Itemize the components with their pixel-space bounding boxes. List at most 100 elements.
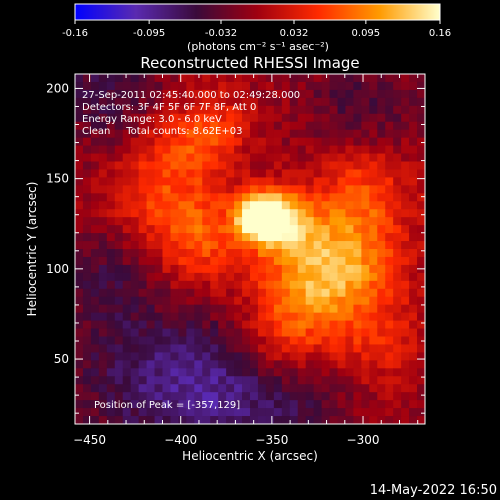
heatmap-cell [377, 74, 386, 83]
heatmap-cell [250, 344, 259, 353]
heatmap-cell [305, 344, 315, 353]
heatmap-cell [98, 392, 108, 401]
heatmap-cell [377, 177, 386, 186]
heatmap-cell [281, 312, 291, 321]
heatmap-cell [417, 408, 426, 417]
heatmap-cell [313, 97, 322, 107]
heatmap-cell [154, 352, 163, 361]
heatmap-cell [75, 280, 84, 290]
heatmap-cell [138, 161, 147, 170]
heatmap-cell [226, 161, 235, 170]
heatmap-cell [353, 209, 362, 218]
heatmap-cell [369, 161, 378, 170]
heatmap-cell [265, 209, 275, 218]
heatmap-cell [329, 129, 338, 139]
heatmap-cell [409, 121, 418, 131]
heatmap-cell [226, 89, 235, 99]
heatmap-cell [122, 328, 132, 337]
heatmap-cell [98, 352, 108, 361]
heatmap-cell [273, 360, 283, 369]
heatmap-cell [257, 400, 267, 409]
heatmap-cell [313, 209, 322, 218]
heatmap-cell [273, 113, 283, 123]
heatmap-cell [321, 264, 330, 274]
heatmap-cell [377, 137, 386, 146]
heatmap-cell [305, 145, 315, 154]
heatmap-cell [98, 312, 108, 321]
heatmap-cell [106, 177, 116, 186]
heatmap-cell [297, 113, 307, 123]
heatmap-cell [186, 296, 195, 306]
heatmap-cell [226, 344, 235, 353]
heatmap-cell [289, 217, 299, 226]
heatmap-cell [289, 416, 299, 425]
heatmap-cell [353, 74, 362, 83]
heatmap-cell [313, 288, 322, 298]
heatmap-cell [257, 376, 267, 385]
heatmap-cell [305, 233, 315, 242]
heatmap-cell [154, 233, 163, 242]
heatmap-cell [170, 193, 179, 202]
heatmap-cell [146, 169, 155, 178]
heatmap-cell [202, 241, 211, 250]
heatmap-cell [289, 264, 299, 274]
heatmap-cell [409, 81, 418, 91]
heatmap-cell [265, 217, 275, 226]
heatmap-cell [226, 256, 235, 266]
heatmap-cell [210, 288, 219, 298]
heatmap-cell [194, 312, 203, 321]
heatmap-cell [401, 344, 410, 353]
heatmap-cell [138, 225, 147, 234]
heatmap-cell [82, 185, 92, 194]
heatmap-cell [393, 408, 402, 417]
heatmap-cell [417, 129, 426, 139]
heatmap-cell [321, 193, 330, 202]
heatmap-cell [226, 360, 235, 369]
heatmap-cell [138, 304, 147, 314]
heatmap-cell [281, 304, 291, 314]
heatmap-cell [377, 81, 386, 91]
heatmap-cell [90, 225, 100, 234]
heatmap-cell [186, 161, 195, 170]
heatmap-cell [210, 217, 219, 226]
heatmap-cell [154, 376, 163, 385]
heatmap-cell [361, 352, 370, 361]
heatmap-cell [210, 185, 219, 194]
heatmap-cell [313, 217, 322, 226]
colorbar-tick-label: 0.095 [352, 28, 381, 39]
heatmap-cell [393, 233, 402, 242]
heatmap-cell [226, 113, 235, 123]
heatmap-cell [170, 177, 179, 186]
heatmap-cell [281, 161, 291, 170]
heatmap-cell [234, 201, 243, 210]
heatmap-cell [417, 376, 426, 385]
heatmap-cell [337, 217, 346, 226]
heatmap-cell [106, 264, 116, 274]
heatmap-cell [321, 209, 330, 218]
heatmap-cell [106, 233, 116, 242]
heatmap-cell [162, 392, 171, 401]
heatmap-cell [297, 177, 307, 186]
heatmap-cell [170, 233, 179, 242]
heatmap-cell [170, 249, 179, 258]
heatmap-cell [106, 121, 116, 131]
footer-date: 14-May-2022 16:50 [370, 483, 497, 498]
heatmap-cell [146, 137, 155, 146]
colorbar-tick-label: -0.16 [62, 28, 88, 39]
heatmap-cell [313, 185, 322, 194]
heatmap-cell [417, 344, 426, 353]
heatmap-cell [130, 209, 140, 218]
heatmap-cell [178, 400, 187, 409]
heatmap-cell [106, 392, 116, 401]
heatmap-cell [329, 304, 338, 314]
heatmap-cell [146, 201, 155, 210]
heatmap-cell [345, 153, 354, 162]
heatmap-cell [194, 280, 203, 290]
heatmap-cell [218, 296, 227, 306]
heatmap-cell [106, 145, 116, 154]
heatmap-cell [265, 304, 275, 314]
heatmap-cell [90, 121, 100, 131]
heatmap-cell [194, 392, 203, 401]
heatmap-cell [250, 185, 259, 194]
heatmap-cell [321, 233, 330, 242]
